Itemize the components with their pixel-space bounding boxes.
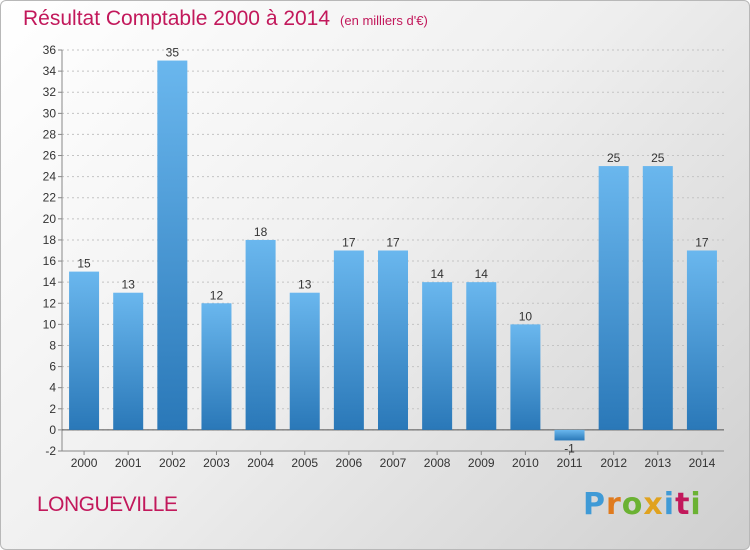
logo-letter: o [621, 487, 644, 522]
data-label: 18 [254, 225, 268, 239]
chart-title-text: Résultat Comptable 2000 à 2014 [23, 7, 331, 30]
x-tick-label: 2001 [115, 456, 142, 470]
x-tick-label: 2009 [468, 456, 495, 470]
logo-letter: i [690, 487, 702, 522]
y-tick-label: 30 [43, 106, 57, 120]
bar-2009 [466, 282, 497, 430]
proxiti-logo: Proxiti [583, 487, 702, 522]
data-labels: 15 13 35 12 18 13 17 17 14 14 10 -1 25 25 17 [77, 46, 709, 456]
y-tick-label: 22 [43, 191, 57, 205]
y-tick-label: 0 [49, 423, 56, 437]
y-tick-label: 8 [49, 338, 56, 352]
bar-2011 [554, 429, 585, 441]
y-tick-label: 28 [43, 127, 57, 141]
logo-letter: r [606, 487, 622, 522]
data-label: 35 [166, 46, 180, 60]
data-label: 12 [210, 288, 224, 302]
bar-2007 [378, 250, 408, 430]
x-tick-label: 2006 [336, 456, 363, 470]
y-tick-label: 24 [43, 170, 57, 184]
bar-2000 [69, 271, 100, 430]
data-label: 17 [386, 236, 400, 250]
x-tick-label: 2008 [424, 456, 451, 470]
bar-2004 [245, 239, 276, 430]
x-tick-label: 2007 [380, 456, 407, 470]
y-tick-label: 32 [43, 85, 57, 99]
bar-2010 [510, 324, 541, 430]
data-label: 14 [430, 267, 444, 281]
bar-2003 [201, 303, 232, 430]
y-tick-label: 10 [43, 317, 57, 331]
y-tick-label: 6 [49, 360, 56, 374]
x-tick-label: 2011 [557, 456, 583, 470]
x-tick-label: 2003 [203, 456, 230, 470]
bar-2014 [686, 250, 717, 430]
y-tick-label: 18 [43, 233, 57, 247]
x-tick-label: 2010 [512, 456, 539, 470]
data-label: 10 [519, 309, 533, 323]
y-tick-label: 26 [43, 149, 57, 163]
bar-2002 [157, 60, 188, 430]
x-tick-label: 2005 [291, 456, 318, 470]
y-tick-label: -2 [45, 444, 56, 458]
data-label: 25 [651, 151, 665, 165]
x-tick-label: 2012 [600, 456, 627, 470]
y-tick-label: 14 [43, 275, 57, 289]
bars [69, 60, 717, 441]
x-tick-label: 2002 [159, 456, 186, 470]
chart-subtitle: (en milliers d'€) [340, 13, 428, 28]
bar-2001 [113, 292, 144, 430]
x-tick-label: 2004 [247, 456, 274, 470]
y-tick-label: 2 [49, 402, 56, 416]
data-label: 14 [475, 267, 489, 281]
bar-2008 [422, 282, 453, 430]
bar-2006 [333, 250, 364, 430]
y-tick-label: 20 [43, 212, 57, 226]
logo-letter: x [643, 487, 664, 522]
y-tick-label: 12 [43, 296, 57, 310]
logo-letter: t [675, 487, 691, 522]
data-label: -1 [564, 441, 575, 455]
commune-name: LONGUEVILLE [37, 493, 178, 516]
x-tick-label: 2014 [689, 456, 716, 470]
y-tick-label: 36 [43, 43, 57, 57]
logo-letter: P [583, 487, 606, 522]
data-label: 17 [342, 236, 356, 250]
data-label: 13 [122, 278, 136, 292]
data-label: 25 [607, 151, 621, 165]
bar-2013 [642, 166, 673, 430]
data-label: 17 [695, 236, 709, 250]
x-tick-label: 2000 [71, 456, 98, 470]
y-tick-label: 16 [43, 254, 57, 268]
chart-title: Résultat Comptable 2000 à 2014 (en millie… [23, 7, 428, 31]
data-label: 15 [77, 257, 91, 271]
bar-2005 [289, 292, 320, 430]
y-tick-label: 34 [43, 64, 57, 78]
x-tick-label: 2013 [644, 456, 671, 470]
data-label: 13 [298, 278, 312, 292]
logo-letter: i [663, 487, 676, 522]
bar-2012 [598, 166, 629, 430]
y-tick-label: 4 [49, 381, 56, 395]
